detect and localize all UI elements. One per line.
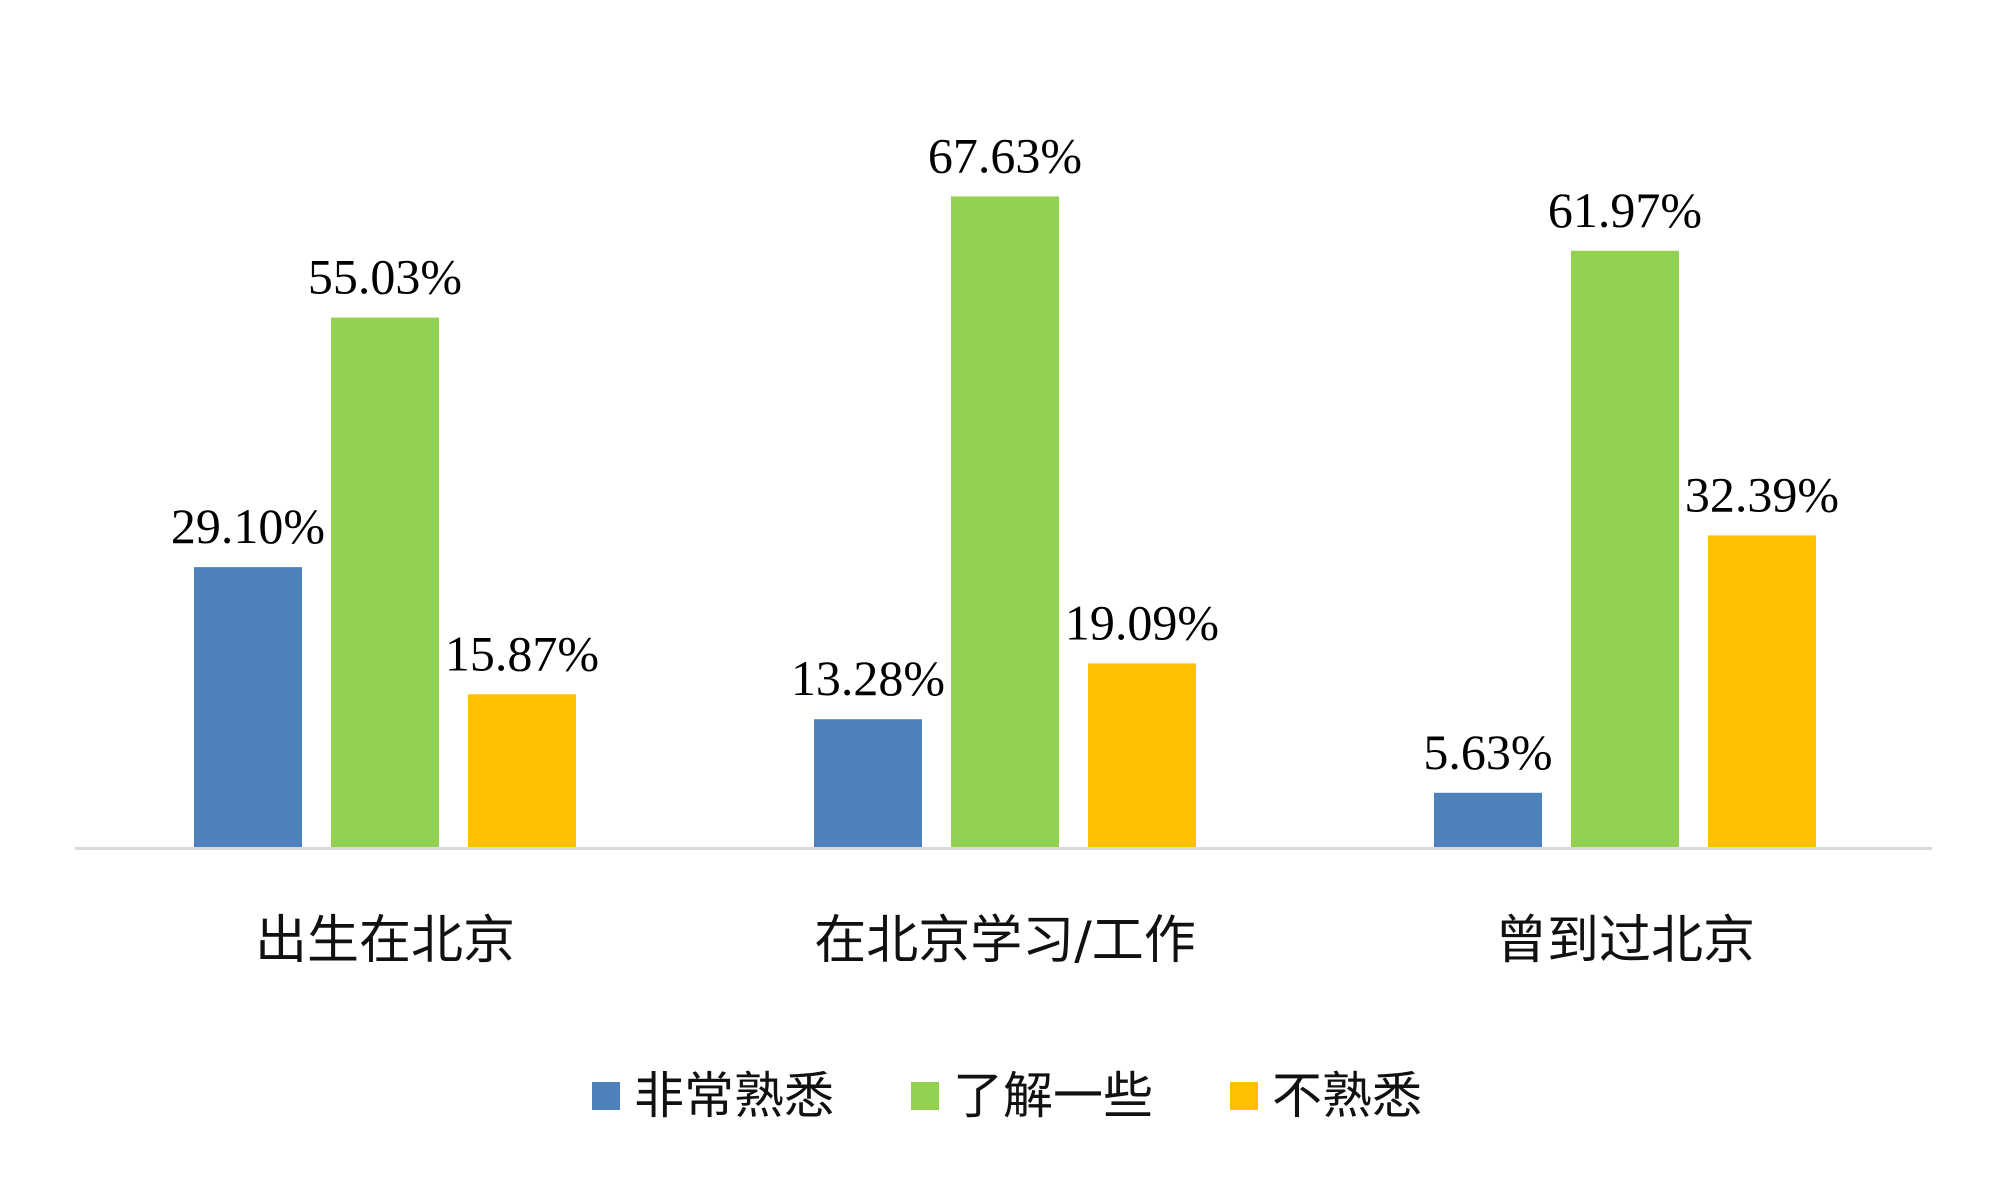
bar-1-3 (468, 694, 576, 847)
bar-2-3 (1088, 663, 1196, 847)
bar-2-2 (951, 196, 1059, 847)
category-label-1: 出生在北京 (255, 911, 515, 971)
legend-swatch-1 (592, 1082, 620, 1110)
legend-swatch-3 (1230, 1082, 1258, 1110)
legend-label-1: 非常熟悉 (634, 1067, 834, 1125)
bar-1-2 (331, 317, 439, 848)
data-label-2-2: 67.63% (928, 127, 1082, 183)
data-label-1-3: 15.87% (445, 625, 599, 681)
data-label-2-3: 19.09% (1065, 594, 1219, 650)
category-label-2: 在北京学习/工作 (814, 911, 1196, 971)
bar-2-1 (814, 719, 922, 847)
legend-label-3: 不熟悉 (1272, 1067, 1422, 1125)
data-label-3-2: 61.97% (1548, 182, 1702, 238)
legend-label-2: 了解一些 (953, 1067, 1153, 1125)
legend-swatch-2 (911, 1082, 939, 1110)
legend: 非常熟悉 了解一些 不熟悉 (592, 1067, 1422, 1125)
data-label-1-2: 55.03% (308, 249, 462, 305)
data-labels-layer: 29.10% 55.03% 15.87% 13.28% 67.63% 19.09% 5.63… (171, 127, 1839, 779)
category-labels-layer: 出生在北京 在北京学习/工作 曾到过北京 (255, 911, 1755, 971)
bars-layer (194, 196, 1816, 848)
bar-3-2 (1571, 250, 1679, 848)
category-label-3: 曾到过北京 (1495, 911, 1755, 971)
data-label-3-3: 32.39% (1685, 466, 1839, 522)
bar-3-1 (1434, 792, 1542, 847)
bar-1-1 (194, 567, 302, 847)
data-label-3-1: 5.63% (1423, 724, 1552, 780)
data-label-1-1: 29.10% (171, 498, 325, 554)
data-label-2-1: 13.28% (791, 650, 945, 706)
bar-3-3 (1708, 535, 1816, 847)
